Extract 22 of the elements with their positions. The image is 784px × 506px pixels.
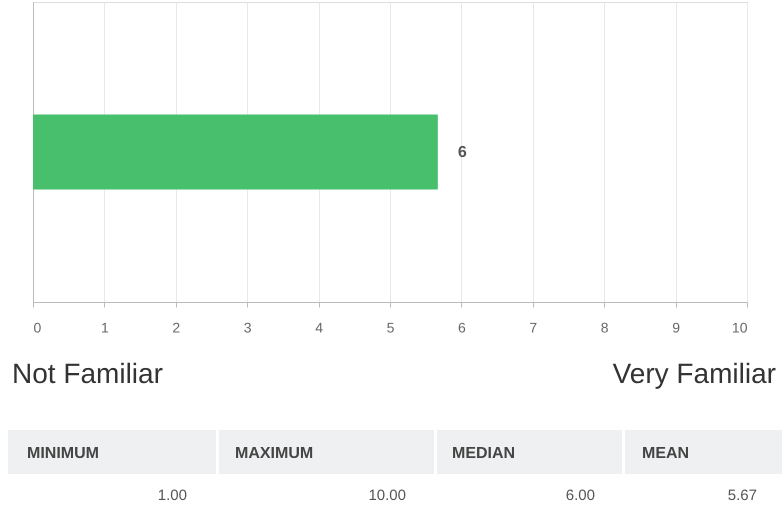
text: MEDIAN <box>452 445 516 462</box>
x-tick-label: 1 <box>101 320 109 336</box>
text: Very Familiar <box>612 358 776 389</box>
text: Not Familiar <box>12 358 163 389</box>
x-tick-label: 5 <box>386 320 395 336</box>
x-tick-label: 2 <box>172 320 180 336</box>
text: MEAN <box>642 445 690 462</box>
x-tick-label: 3 <box>244 320 252 336</box>
text: MINIMUM <box>27 445 99 462</box>
text: MAXIMUM <box>235 445 314 462</box>
text: 10.00 <box>368 487 406 504</box>
text: 6.00 <box>566 487 595 504</box>
x-tick-label: 6 <box>458 320 466 336</box>
x-tick-label: 8 <box>600 320 609 336</box>
data-label: 6 <box>458 144 467 161</box>
text: 1.00 <box>158 487 187 504</box>
x-tick-label: 7 <box>529 320 538 336</box>
text: 5.67 <box>728 487 757 504</box>
x-tick-label: 4 <box>315 320 324 336</box>
x-tick-label: 9 <box>672 320 680 336</box>
x-tick-label: 0 <box>34 320 42 336</box>
x-tick-label: 10 <box>732 320 748 336</box>
